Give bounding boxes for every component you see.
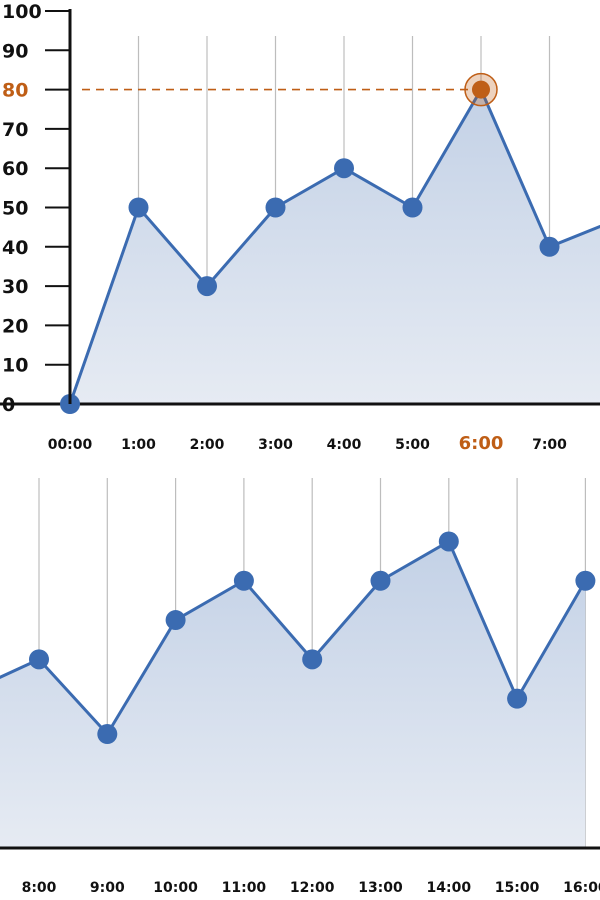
x-tick-label: 2:00 — [190, 437, 225, 453]
x-tick-label: 1:00 — [121, 437, 156, 453]
data-point — [507, 688, 528, 709]
x-tick-label: 3:00 — [258, 437, 293, 453]
bottom-chart-panel: 8:00 9:00 10:00 11:00 12:00 13:00 14:00 15:00 16… — [0, 478, 600, 896]
data-point — [233, 570, 254, 591]
highlight-point — [472, 80, 490, 99]
x-tick-label: 9:00 — [90, 880, 125, 896]
x-tick-label: 10:00 — [153, 880, 198, 896]
data-point — [575, 570, 596, 591]
data-point — [438, 531, 459, 552]
x-tick-label: 12:00 — [290, 880, 335, 896]
y-tick-label: 100 — [2, 1, 42, 23]
y-tick-label: 90 — [2, 40, 28, 62]
y-tick-label: 10 — [2, 355, 28, 377]
x-tick-label: 15:00 — [495, 880, 540, 896]
x-tick-label: 14:00 — [427, 880, 472, 896]
x-tick-label-highlight: 6:00 — [459, 433, 504, 454]
y-tick-label: 40 — [2, 237, 28, 259]
x-tick-label: 00:00 — [48, 437, 93, 453]
data-point — [265, 197, 286, 218]
y-tick-label: 30 — [2, 276, 28, 298]
area-fill — [0, 541, 586, 848]
x-tick-label: 5:00 — [395, 437, 430, 453]
x-tick-label: 16:00 — [563, 880, 600, 896]
x-tick-label: 7:00 — [532, 437, 567, 453]
y-tick-label: 50 — [2, 198, 28, 220]
data-point — [97, 724, 118, 745]
top-chart-panel: 00:00 1:00 2:00 3:00 4:00 5:00 6:00 7:00 0 10 20 30… — [0, 1, 600, 454]
y-tick-label: 20 — [2, 315, 28, 337]
x-tick-label: 13:00 — [358, 880, 403, 896]
data-point — [402, 197, 423, 218]
data-point — [539, 236, 560, 257]
x-tick-label: 11:00 — [222, 880, 267, 896]
data-point — [370, 570, 391, 591]
data-point — [29, 649, 49, 670]
data-point — [334, 158, 354, 179]
data-point — [128, 197, 149, 218]
data-point — [302, 649, 323, 670]
data-point — [197, 276, 217, 297]
x-tick-label: 8:00 — [22, 880, 57, 896]
y-tick-label: 60 — [2, 158, 28, 180]
series-line — [0, 539, 587, 736]
y-tick-label: 0 — [2, 394, 15, 416]
area-fill — [70, 89, 600, 404]
x-tick-label: 4:00 — [327, 437, 362, 453]
y-tick-label-highlight: 80 — [2, 80, 28, 102]
y-tick-label: 70 — [2, 119, 28, 141]
data-point — [165, 610, 186, 631]
